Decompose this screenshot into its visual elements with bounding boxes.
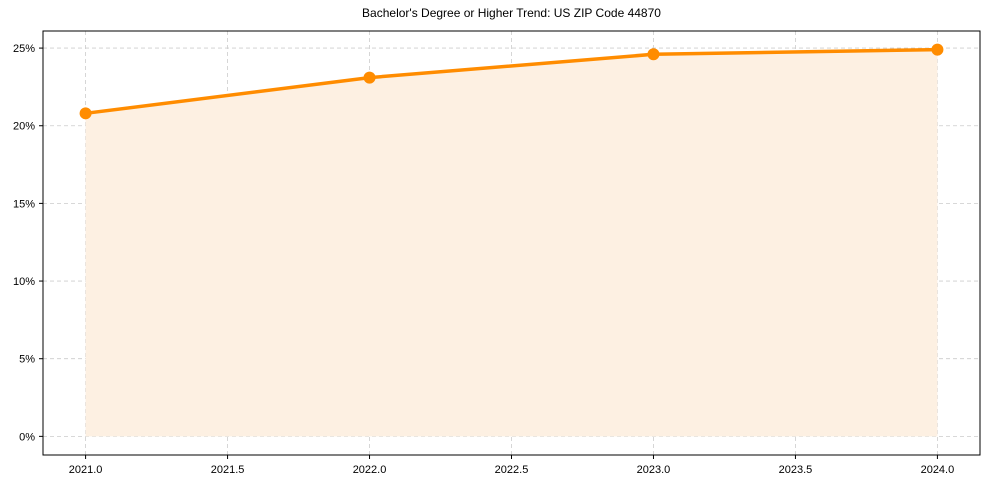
x-tick-label: 2024.0 (921, 464, 955, 476)
y-tick-label: 25% (13, 43, 35, 55)
x-tick-label: 2022.5 (495, 464, 529, 476)
x-tick-label: 2022.0 (353, 464, 387, 476)
area-fill (85, 49, 938, 437)
y-tick-label: 15% (13, 198, 35, 210)
y-tick-label: 20% (13, 121, 35, 133)
x-tick-label: 2023.5 (779, 464, 813, 476)
data-points (79, 43, 944, 120)
chart-title: Bachelor's Degree or Higher Trend: US ZI… (362, 6, 661, 20)
data-point (931, 43, 944, 56)
x-axis: 2021.0 2021.5 2022.0 2022.5 2023.0 2023.5 2024… (69, 455, 954, 476)
y-tick-label: 0% (19, 431, 35, 443)
x-tick-label: 2021.0 (69, 464, 103, 476)
data-point (363, 71, 376, 84)
y-tick-label: 5% (19, 354, 35, 366)
data-point (647, 48, 660, 61)
y-tick-label: 10% (13, 276, 35, 288)
data-line (83, 47, 940, 116)
x-tick-label: 2021.5 (211, 464, 245, 476)
x-tick-label: 2023.0 (637, 464, 671, 476)
y-axis: 0% 5% 10% 15% 20% 25% (13, 43, 43, 443)
data-point (79, 107, 92, 120)
